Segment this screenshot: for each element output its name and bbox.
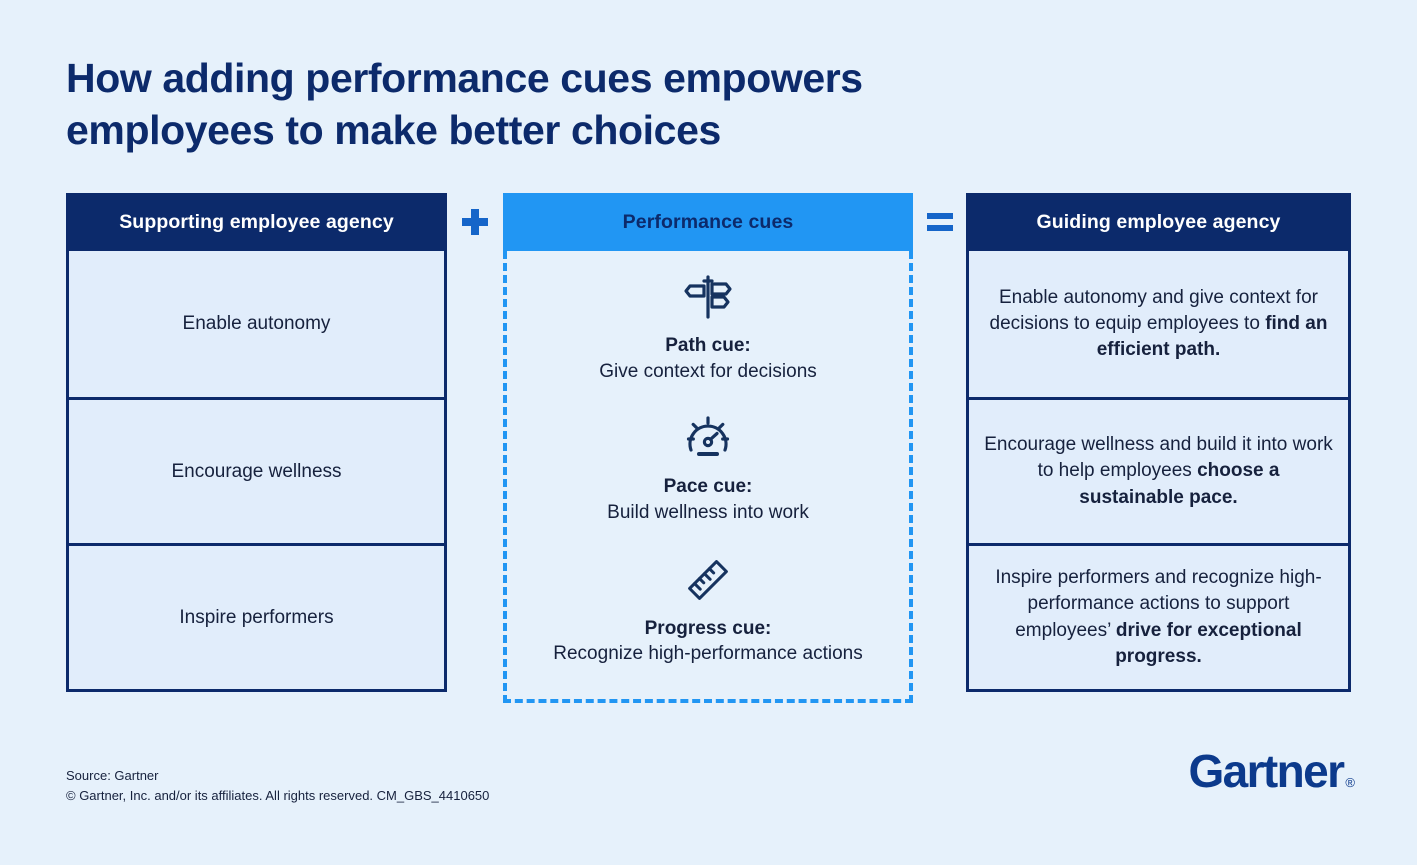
gartner-logo: Gartner ® [1188, 748, 1355, 794]
left-cell-1: Enable autonomy [182, 313, 331, 334]
cue-progress: Progress cue: Recognize high-performance… [507, 552, 909, 667]
equals-operator [913, 193, 966, 251]
right-cell-1-text: Enable autonomy and give context for dec… [989, 286, 1318, 334]
cue-pace: Pace cue: Build wellness into work [507, 410, 909, 525]
right-cell-1: Enable autonomy and give context for dec… [969, 251, 1348, 397]
left-cell-2: Encourage wellness [69, 397, 444, 543]
column-supporting-employee-agency: Supporting employee agency Enable autono… [66, 193, 447, 692]
plus-operator [447, 193, 503, 251]
right-cell-1-emphasis: find an efficient path. [1096, 312, 1328, 361]
right-column-body: Enable autonomy and give context for dec… [966, 251, 1351, 692]
right-cell-3-text: Inspire performers and recognize high-pe… [995, 567, 1322, 641]
cue-pace-title: Pace cue: [663, 476, 753, 498]
left-cell-3: Inspire performers [69, 543, 444, 689]
cue-path-description: Give context for decisions [599, 360, 817, 382]
footer: Source: Gartner © Gartner, Inc. and/or i… [66, 766, 489, 806]
middle-column-body: Path cue: Give context for decisions [503, 251, 913, 703]
column-performance-cues: Performance cues Path cue: Give context … [503, 193, 913, 703]
right-cell-3: Inspire performers and recognize high-pe… [969, 543, 1348, 689]
signpost-icon [507, 269, 909, 325]
cue-progress-title: Progress cue: [644, 617, 772, 639]
registered-trademark-icon: ® [1345, 775, 1355, 790]
page-title: How adding performance cues empowers emp… [66, 55, 863, 154]
speedometer-icon [507, 410, 909, 466]
ruler-icon [507, 552, 909, 608]
cue-progress-description: Recognize high-performance actions [553, 643, 863, 665]
cue-path: Path cue: Give context for decisions [507, 269, 909, 384]
right-cell-2: Encourage wellness and build it into wor… [969, 397, 1348, 543]
cue-path-title: Path cue: [665, 335, 751, 356]
footer-source: Source: Gartner [66, 768, 159, 783]
right-cell-2-emphasis: choose a sustainable pace. [1079, 460, 1280, 508]
column-header-middle: Performance cues [503, 193, 913, 251]
diagram-container: Supporting employee agency Enable autono… [66, 193, 1351, 703]
plus-icon [462, 209, 488, 235]
equals-icon [926, 213, 953, 231]
left-column-body: Enable autonomy Encourage wellness Inspi… [66, 251, 447, 692]
column-header-right: Guiding employee agency [966, 193, 1351, 251]
right-cell-3-emphasis: drive for exceptional progress. [1115, 619, 1302, 667]
footer-copyright: © Gartner, Inc. and/or its affiliates. A… [66, 788, 490, 804]
column-header-left: Supporting employee agency [66, 193, 447, 251]
gartner-logo-text: Gartner [1188, 745, 1345, 797]
cue-pace-description: Build wellness into work [607, 501, 809, 523]
column-guiding-employee-agency: Guiding employee agency Enable autonomy … [966, 193, 1351, 692]
right-cell-2-text: Encourage wellness and build it into wor… [984, 434, 1333, 482]
